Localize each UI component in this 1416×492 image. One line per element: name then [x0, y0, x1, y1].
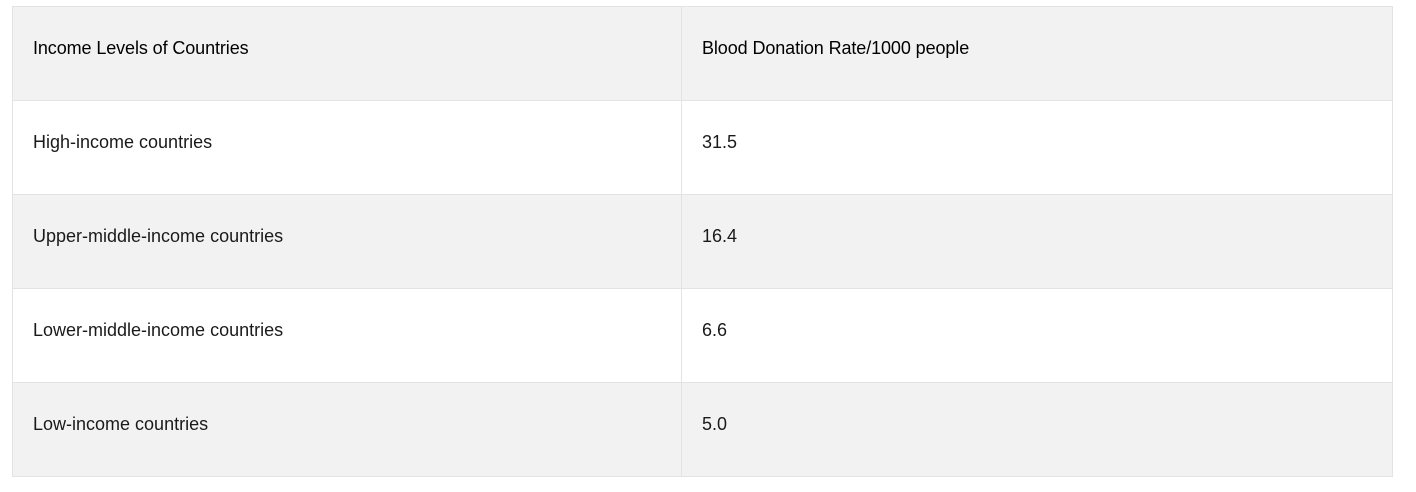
- table-row: Low-income countries 5.0: [12, 382, 1393, 477]
- header-row: Income Levels of Countries Blood Donatio…: [12, 6, 1393, 101]
- blood-donation-table: Income Levels of Countries Blood Donatio…: [12, 6, 1393, 477]
- table-row: High-income countries 31.5: [12, 100, 1393, 195]
- header-income-level: Income Levels of Countries: [12, 6, 682, 101]
- cell-income-level: High-income countries: [12, 100, 682, 195]
- blood-donation-table-container: Income Levels of Countries Blood Donatio…: [12, 6, 1393, 477]
- cell-income-level: Lower-middle-income countries: [12, 288, 682, 383]
- cell-donation-rate: 16.4: [681, 194, 1393, 289]
- header-donation-rate: Blood Donation Rate/1000 people: [681, 6, 1393, 101]
- table-body: High-income countries 31.5 Upper-middle-…: [12, 100, 1393, 477]
- table-row: Lower-middle-income countries 6.6: [12, 288, 1393, 383]
- cell-donation-rate: 6.6: [681, 288, 1393, 383]
- cell-income-level: Low-income countries: [12, 382, 682, 477]
- table-row: Upper-middle-income countries 16.4: [12, 194, 1393, 289]
- cell-donation-rate: 31.5: [681, 100, 1393, 195]
- table-header: Income Levels of Countries Blood Donatio…: [12, 6, 1393, 101]
- cell-income-level: Upper-middle-income countries: [12, 194, 682, 289]
- cell-donation-rate: 5.0: [681, 382, 1393, 477]
